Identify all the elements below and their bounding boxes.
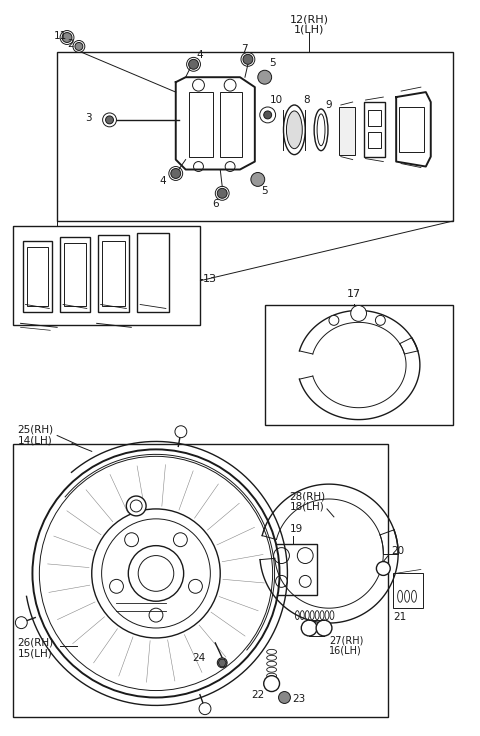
Circle shape — [264, 676, 279, 692]
Circle shape — [351, 305, 367, 322]
Text: 24: 24 — [192, 653, 205, 663]
Bar — [97, 235, 129, 312]
Bar — [12, 226, 201, 325]
Bar — [57, 52, 453, 221]
Circle shape — [260, 107, 276, 123]
Circle shape — [103, 113, 117, 127]
Text: 10: 10 — [270, 95, 283, 105]
Text: 2: 2 — [67, 38, 73, 49]
Circle shape — [173, 533, 187, 547]
Circle shape — [171, 169, 180, 178]
Text: 1(LH): 1(LH) — [294, 24, 324, 35]
Text: 7: 7 — [240, 44, 247, 54]
Bar — [339, 107, 355, 155]
Bar — [26, 247, 48, 306]
Bar — [393, 573, 423, 608]
Text: 16(LH): 16(LH) — [329, 646, 362, 656]
Text: 17: 17 — [347, 289, 361, 299]
Circle shape — [125, 533, 139, 547]
Text: 8: 8 — [303, 95, 310, 105]
Circle shape — [376, 562, 390, 576]
Bar — [12, 445, 388, 718]
Bar — [189, 92, 213, 157]
Bar — [399, 107, 424, 152]
Circle shape — [258, 70, 272, 84]
Text: 11: 11 — [54, 31, 67, 40]
Text: 26(RH): 26(RH) — [18, 638, 54, 648]
Bar — [60, 237, 90, 312]
Circle shape — [92, 509, 220, 638]
Circle shape — [301, 620, 317, 636]
Circle shape — [278, 692, 290, 704]
Circle shape — [15, 617, 27, 629]
Ellipse shape — [314, 109, 328, 151]
Ellipse shape — [287, 111, 302, 149]
Text: 15(LH): 15(LH) — [18, 649, 52, 659]
Bar — [64, 243, 86, 306]
Circle shape — [264, 111, 272, 119]
Circle shape — [128, 545, 184, 601]
Text: 5: 5 — [261, 186, 267, 197]
Bar — [368, 132, 381, 148]
Circle shape — [126, 496, 146, 516]
Text: 25(RH): 25(RH) — [18, 425, 54, 434]
Text: 3: 3 — [85, 113, 92, 123]
Circle shape — [189, 60, 199, 69]
Text: 5: 5 — [270, 58, 276, 68]
Text: 23: 23 — [292, 695, 306, 704]
Text: 27(RH): 27(RH) — [329, 636, 363, 646]
Bar — [137, 233, 169, 312]
Circle shape — [106, 116, 113, 124]
Circle shape — [175, 425, 187, 438]
Bar — [363, 102, 385, 157]
Text: 18(LH): 18(LH) — [289, 502, 324, 512]
Text: 9: 9 — [325, 100, 332, 110]
Text: 6: 6 — [212, 199, 218, 209]
Text: 4: 4 — [159, 177, 166, 186]
Circle shape — [149, 608, 163, 622]
Circle shape — [329, 316, 339, 325]
Bar — [270, 544, 317, 595]
Bar — [368, 110, 381, 126]
Circle shape — [217, 188, 227, 198]
Text: 4: 4 — [196, 50, 203, 60]
Text: 20: 20 — [391, 545, 404, 556]
Circle shape — [375, 316, 385, 325]
Circle shape — [316, 620, 332, 636]
Ellipse shape — [284, 105, 305, 155]
Text: 22: 22 — [251, 690, 264, 699]
Circle shape — [243, 54, 253, 64]
Text: 14(LH): 14(LH) — [18, 436, 52, 445]
Circle shape — [189, 579, 203, 593]
Circle shape — [109, 579, 123, 593]
Text: 13: 13 — [203, 274, 216, 283]
Circle shape — [251, 172, 264, 186]
Bar — [102, 241, 125, 306]
Circle shape — [62, 32, 72, 43]
Circle shape — [75, 43, 83, 50]
Circle shape — [199, 703, 211, 715]
Text: 12(RH): 12(RH) — [290, 15, 329, 25]
Text: 21: 21 — [393, 612, 407, 622]
Bar — [220, 92, 242, 157]
Bar — [264, 305, 453, 425]
Circle shape — [217, 658, 227, 668]
Circle shape — [33, 450, 279, 698]
Text: 19: 19 — [289, 524, 303, 534]
Bar — [23, 241, 52, 312]
Text: 28(RH): 28(RH) — [289, 491, 325, 501]
